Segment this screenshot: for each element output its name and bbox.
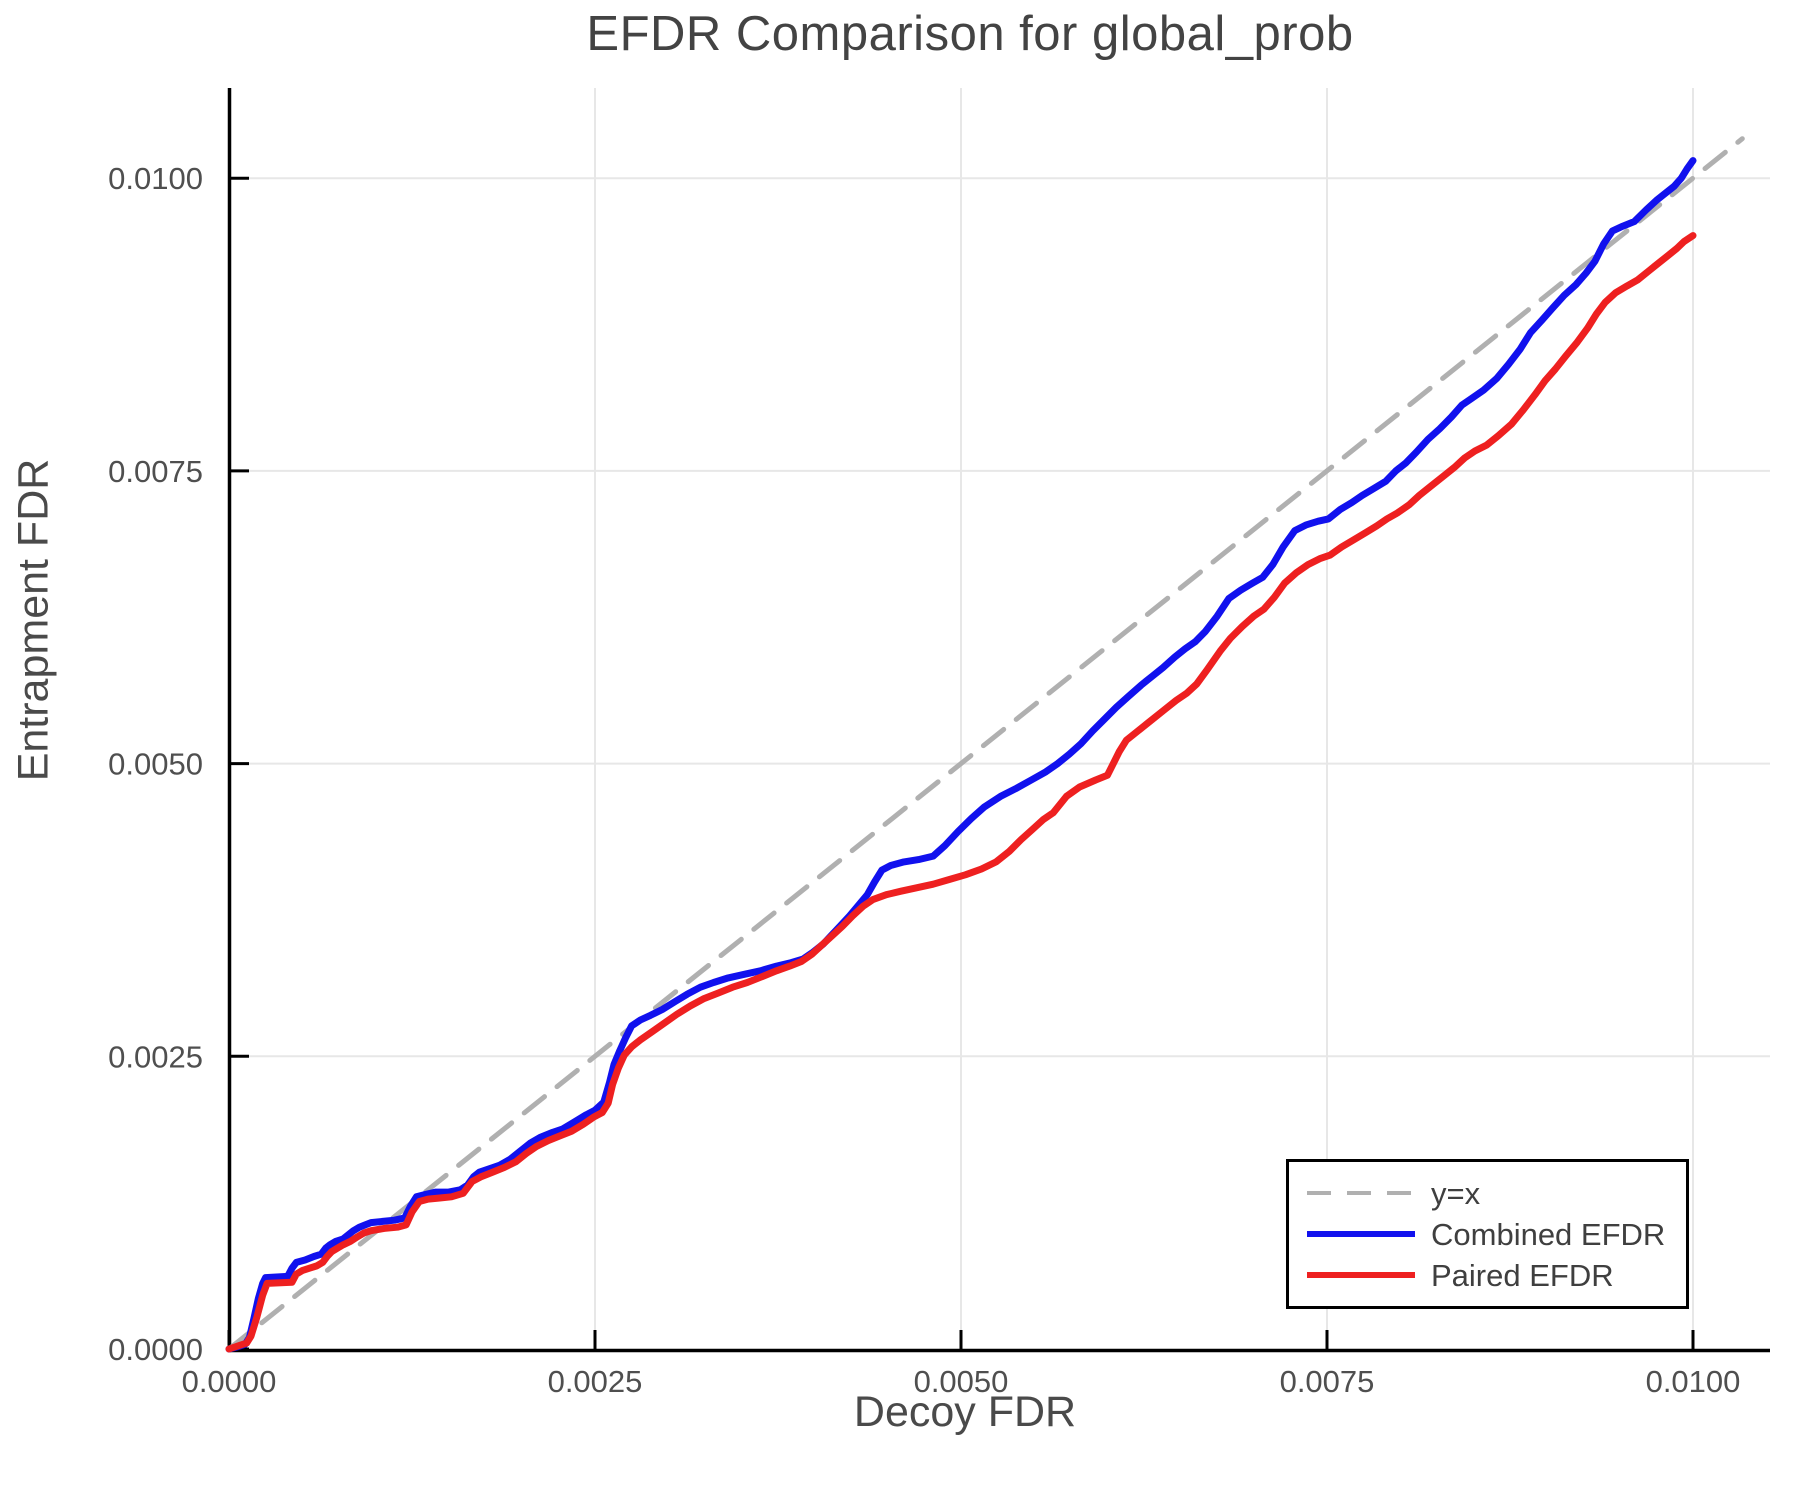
- y-axis-label: Entrapment FDR: [9, 458, 58, 782]
- x-tick-label: 0.0025: [548, 1364, 643, 1399]
- y-tick-label: 0.0100: [108, 161, 203, 196]
- legend-item: Paired EFDR: [1305, 1257, 1686, 1294]
- x-tick-label: 0.0000: [182, 1364, 277, 1399]
- legend-item: Combined EFDR: [1305, 1216, 1686, 1253]
- y-tick-label: 0.0075: [108, 454, 203, 489]
- legend-label: Combined EFDR: [1431, 1216, 1666, 1252]
- legend-label: y=x: [1431, 1175, 1481, 1211]
- series-line-y-x: [226, 136, 1745, 1352]
- chart-title: EFDR Comparison for global_prob: [586, 7, 1354, 61]
- x-tick-label: 0.0050: [914, 1364, 1009, 1399]
- series-line-paired-efdr: [225, 232, 1697, 1353]
- y-tick-label: 0.0050: [108, 747, 203, 782]
- legend-line-swatch: [1307, 1231, 1415, 1237]
- y-tick-label: 0.0025: [108, 1039, 203, 1074]
- legend-label: Paired EFDR: [1431, 1257, 1614, 1293]
- legend: y=x Combined EFDR Paired EFDR: [1286, 1159, 1689, 1309]
- legend-item: y=x: [1305, 1175, 1686, 1212]
- legend-dashed-line-swatch: [1307, 1191, 1415, 1195]
- x-tick-label: 0.0100: [1646, 1364, 1741, 1399]
- x-tick-label: 0.0075: [1280, 1364, 1375, 1399]
- series-line-combined-efdr: [225, 157, 1697, 1353]
- legend-line-swatch: [1307, 1272, 1415, 1278]
- x-axis-label: Decoy FDR: [853, 1388, 1077, 1436]
- y-tick-label: 0.0000: [108, 1332, 203, 1367]
